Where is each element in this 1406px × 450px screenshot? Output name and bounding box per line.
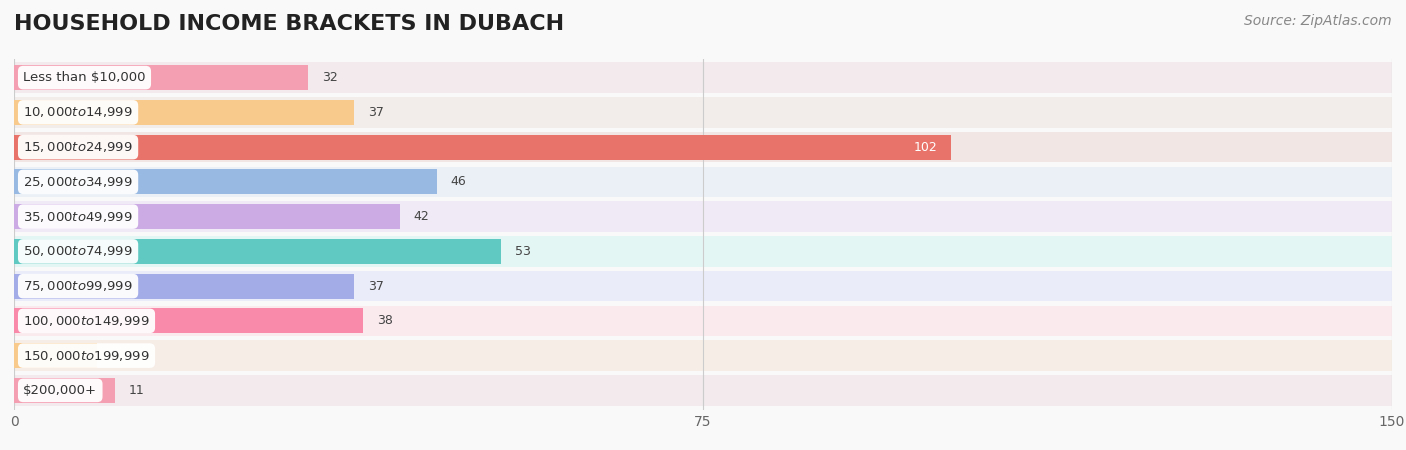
Bar: [14, 62, 1392, 93]
Bar: [14, 343, 97, 368]
Bar: [14, 166, 1392, 197]
Text: 53: 53: [515, 245, 530, 258]
Bar: [14, 340, 1392, 371]
Bar: [14, 204, 399, 229]
Text: 38: 38: [377, 315, 392, 328]
Bar: [14, 135, 950, 160]
Bar: [14, 169, 437, 194]
Text: HOUSEHOLD INCOME BRACKETS IN DUBACH: HOUSEHOLD INCOME BRACKETS IN DUBACH: [14, 14, 564, 33]
Text: 11: 11: [129, 384, 145, 397]
Bar: [14, 236, 1392, 267]
Bar: [14, 378, 115, 403]
Text: 37: 37: [368, 106, 384, 119]
Text: $25,000 to $34,999: $25,000 to $34,999: [24, 175, 134, 189]
Text: $10,000 to $14,999: $10,000 to $14,999: [24, 105, 134, 119]
Bar: [14, 306, 1392, 336]
Text: 42: 42: [413, 210, 429, 223]
Bar: [14, 100, 354, 125]
Text: $75,000 to $99,999: $75,000 to $99,999: [24, 279, 134, 293]
Bar: [14, 201, 1392, 232]
Text: $150,000 to $199,999: $150,000 to $199,999: [24, 349, 150, 363]
Text: 102: 102: [914, 140, 938, 153]
Bar: [14, 271, 1392, 302]
Text: 37: 37: [368, 279, 384, 292]
Text: Source: ZipAtlas.com: Source: ZipAtlas.com: [1244, 14, 1392, 27]
Text: Less than $10,000: Less than $10,000: [24, 71, 146, 84]
Bar: [14, 274, 354, 299]
Text: 9: 9: [111, 349, 118, 362]
Bar: [14, 308, 363, 333]
Bar: [14, 97, 1392, 128]
Text: $50,000 to $74,999: $50,000 to $74,999: [24, 244, 134, 258]
Bar: [14, 375, 1392, 406]
Text: $100,000 to $149,999: $100,000 to $149,999: [24, 314, 150, 328]
Bar: [14, 239, 501, 264]
Text: 46: 46: [450, 176, 467, 189]
Text: $200,000+: $200,000+: [24, 384, 97, 397]
Bar: [14, 65, 308, 90]
Bar: [14, 132, 1392, 162]
Text: 32: 32: [322, 71, 337, 84]
Text: $35,000 to $49,999: $35,000 to $49,999: [24, 210, 134, 224]
Text: $15,000 to $24,999: $15,000 to $24,999: [24, 140, 134, 154]
